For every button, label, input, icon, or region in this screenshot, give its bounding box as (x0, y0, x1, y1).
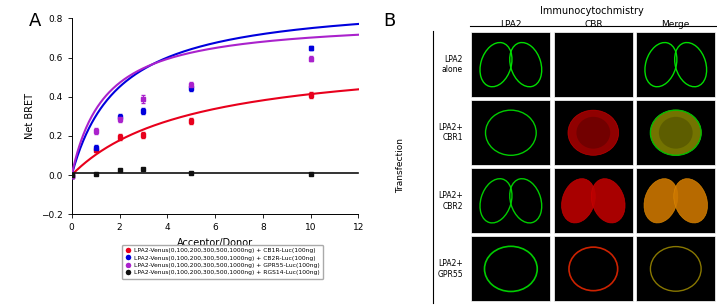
Bar (471, 100, 551, 165)
Ellipse shape (568, 110, 619, 155)
Ellipse shape (576, 117, 610, 149)
Ellipse shape (561, 179, 595, 223)
Y-axis label: Net BRET: Net BRET (25, 93, 35, 139)
Text: B: B (384, 12, 396, 30)
Bar (554, 236, 633, 301)
X-axis label: Acceptor/Donor: Acceptor/Donor (177, 238, 253, 248)
Ellipse shape (674, 179, 708, 223)
Bar (554, 168, 633, 233)
Text: Merge: Merge (662, 20, 690, 29)
Text: CBR: CBR (584, 20, 602, 29)
Ellipse shape (592, 179, 625, 223)
Bar (636, 236, 716, 301)
Ellipse shape (650, 110, 701, 155)
Ellipse shape (644, 179, 678, 223)
Text: A: A (29, 12, 41, 30)
Bar (636, 32, 716, 97)
Legend: LPA2-Venus(0,100,200,300,500,1000ng) + CB1R-Luc(100ng), LPA2-Venus(0,100,200,300: LPA2-Venus(0,100,200,300,500,1000ng) + C… (122, 244, 323, 279)
Text: LPA2: LPA2 (500, 20, 521, 29)
Bar (471, 168, 551, 233)
Ellipse shape (659, 117, 693, 149)
Bar (554, 100, 633, 165)
Bar (636, 168, 716, 233)
Bar (471, 236, 551, 301)
Bar (636, 100, 716, 165)
Bar (554, 32, 633, 97)
Bar (471, 32, 551, 97)
Text: LPA2+
CBR2: LPA2+ CBR2 (438, 191, 463, 211)
Text: Transfection: Transfection (396, 138, 405, 193)
Text: Immunocytochmistry: Immunocytochmistry (540, 6, 644, 16)
Text: LPA2+
CBR1: LPA2+ CBR1 (438, 123, 463, 142)
Text: LPA2
alone: LPA2 alone (442, 55, 463, 74)
Text: LPA2+
GPR55: LPA2+ GPR55 (437, 259, 463, 278)
